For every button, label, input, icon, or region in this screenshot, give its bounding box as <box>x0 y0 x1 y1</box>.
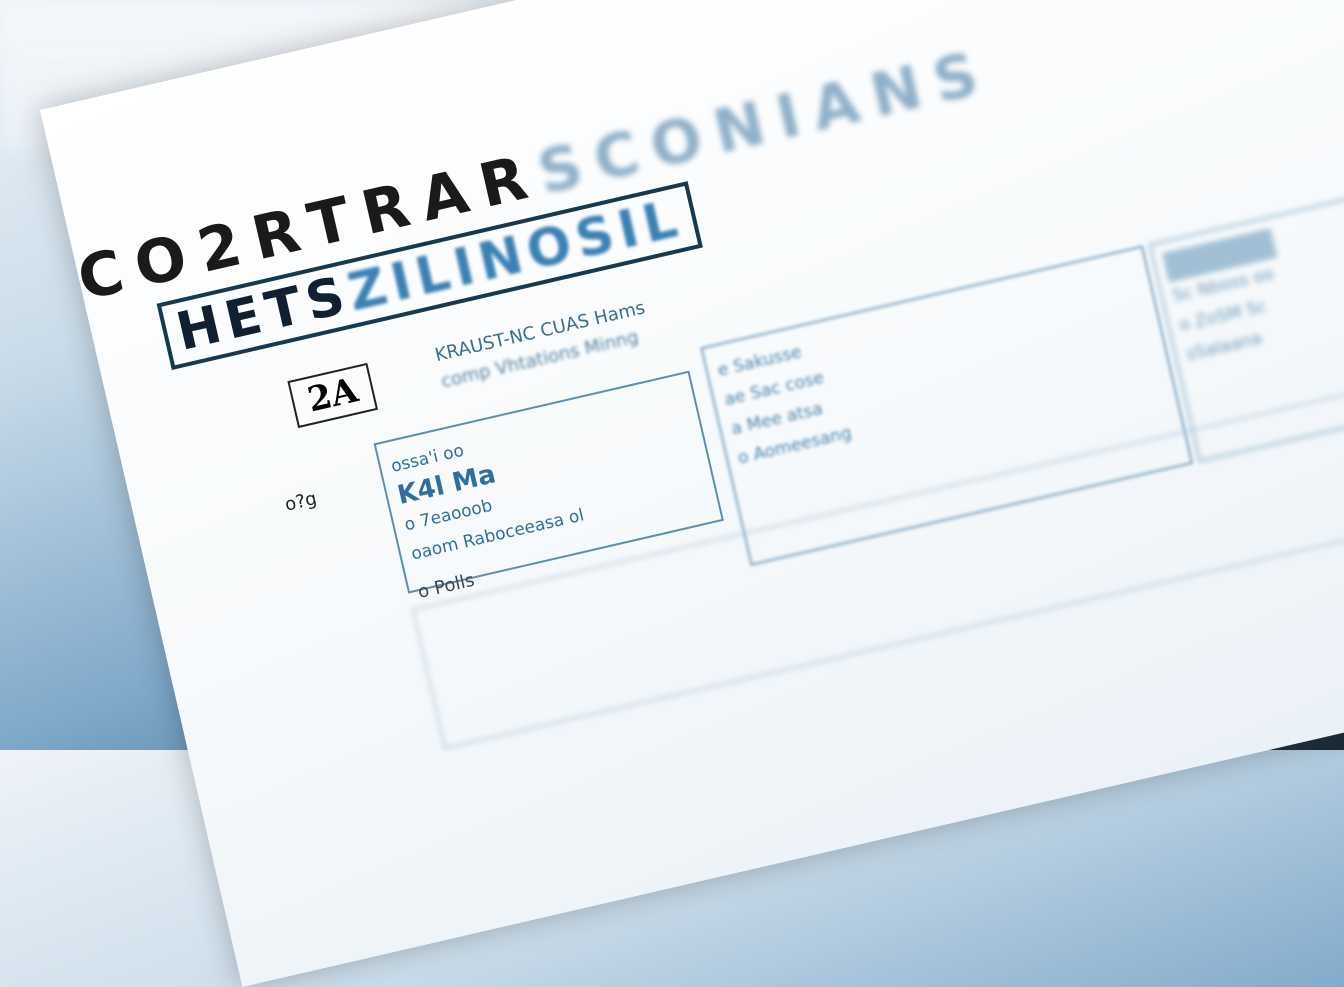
side-mark: o?g <box>282 488 319 516</box>
title-faded-text: SCONIANS <box>531 36 999 209</box>
form-badge: 2A <box>287 362 379 429</box>
document-page: CO2RTRARSCONIANS HETSZILINOSIL 2A KRAUST… <box>40 0 1344 987</box>
